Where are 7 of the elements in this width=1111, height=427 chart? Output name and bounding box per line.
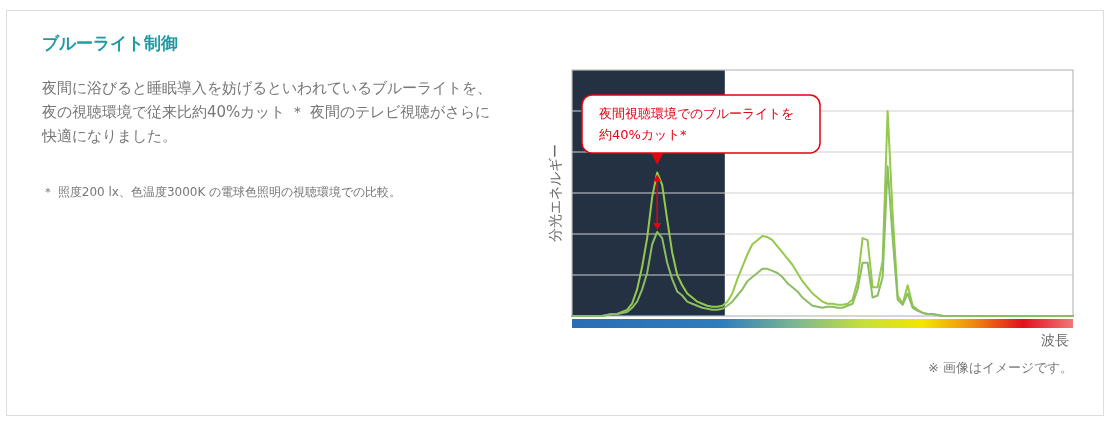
text: ＊ 照度200 lx、色温度3000K の電球色照明の視聴環境での比較。 — [42, 184, 403, 201]
text: ※ 画像はイメージです。 — [927, 359, 1073, 377]
text: 夜間に浴びると睡眠導入を妨げるといわれているブルーライトを、夜の視聴環境で従来比約40%カット ＊ 夜間のテレビ視聴がさらに快適になりました。 — [42, 78, 492, 147]
text: ブルーライト制御 — [42, 32, 178, 55]
x-axis-title: 波長 — [1041, 332, 1069, 350]
y-axis-title: 分光エネルギー — [547, 144, 564, 242]
annotation: 夜間視聴環境でのブルーライトを約40%カット* — [599, 105, 795, 144]
